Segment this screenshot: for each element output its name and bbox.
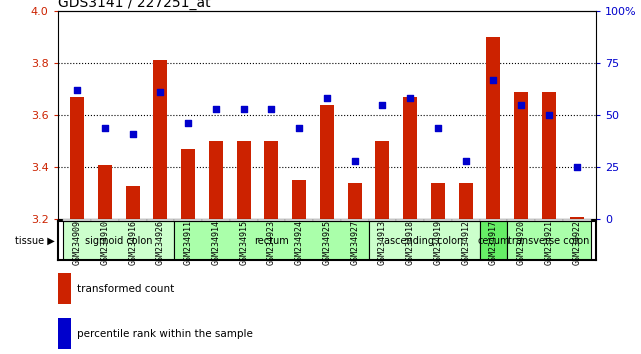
Point <box>516 102 526 107</box>
Point <box>211 106 221 112</box>
Point <box>488 77 499 82</box>
Text: GSM234920: GSM234920 <box>517 219 526 264</box>
Text: GSM234923: GSM234923 <box>267 219 276 264</box>
Point <box>238 106 249 112</box>
Bar <box>147 219 174 221</box>
Point <box>349 158 360 164</box>
Bar <box>403 97 417 219</box>
Bar <box>202 219 229 221</box>
Bar <box>514 92 528 219</box>
Bar <box>313 219 341 221</box>
Text: GSM234924: GSM234924 <box>295 219 304 264</box>
Text: GSM234916: GSM234916 <box>128 219 137 264</box>
Point <box>544 112 554 118</box>
Point <box>100 125 110 130</box>
Bar <box>535 219 563 221</box>
Point <box>433 125 443 130</box>
Bar <box>459 183 472 219</box>
Point <box>183 121 194 126</box>
Bar <box>209 141 223 219</box>
Bar <box>341 219 369 221</box>
Bar <box>452 219 479 221</box>
Text: GSM234926: GSM234926 <box>156 219 165 264</box>
Bar <box>153 60 167 219</box>
Point <box>155 89 165 95</box>
Bar <box>258 219 285 221</box>
Bar <box>63 221 174 260</box>
Bar <box>229 219 258 221</box>
Text: GSM234918: GSM234918 <box>406 219 415 264</box>
Text: GDS3141 / 227251_at: GDS3141 / 227251_at <box>58 0 210 10</box>
Text: tissue ▶: tissue ▶ <box>15 236 54 246</box>
Bar <box>479 219 507 221</box>
Bar <box>487 37 501 219</box>
Bar <box>174 221 369 260</box>
Text: GSM234914: GSM234914 <box>212 219 221 264</box>
Bar <box>58 273 71 304</box>
Bar <box>292 180 306 219</box>
Text: GSM234915: GSM234915 <box>239 219 248 264</box>
Text: GSM234910: GSM234910 <box>101 219 110 264</box>
Text: GSM234921: GSM234921 <box>544 219 553 264</box>
Point <box>460 158 470 164</box>
Bar <box>431 183 445 219</box>
Bar <box>376 141 389 219</box>
Bar <box>507 221 590 260</box>
Point <box>266 106 276 112</box>
Point <box>128 131 138 137</box>
Text: GSM234909: GSM234909 <box>72 219 81 264</box>
Point <box>294 125 304 130</box>
Bar <box>70 97 84 219</box>
Bar <box>63 219 91 221</box>
Bar <box>181 149 195 219</box>
Text: GSM234913: GSM234913 <box>378 219 387 264</box>
Text: GSM234911: GSM234911 <box>183 219 193 264</box>
Text: transformed count: transformed count <box>76 284 174 294</box>
Text: ascending colon: ascending colon <box>385 236 463 246</box>
Bar <box>265 141 278 219</box>
Bar <box>126 185 140 219</box>
Text: GSM234917: GSM234917 <box>489 219 498 264</box>
Text: GSM234919: GSM234919 <box>433 219 442 264</box>
Text: GSM234925: GSM234925 <box>322 219 331 264</box>
Text: cecum: cecum <box>477 236 510 246</box>
Bar <box>396 219 424 221</box>
Text: GSM234927: GSM234927 <box>350 219 359 264</box>
Bar <box>369 219 396 221</box>
Bar <box>369 221 479 260</box>
Bar <box>570 217 584 219</box>
Point <box>405 96 415 101</box>
Bar <box>237 141 251 219</box>
Bar <box>98 165 112 219</box>
Bar <box>285 219 313 221</box>
Bar <box>174 219 202 221</box>
Text: percentile rank within the sample: percentile rank within the sample <box>76 329 253 339</box>
Text: rectum: rectum <box>254 236 289 246</box>
Bar <box>91 219 119 221</box>
Point <box>572 164 582 170</box>
Bar <box>119 219 147 221</box>
Bar <box>479 221 507 260</box>
Bar <box>320 105 334 219</box>
Point <box>322 96 332 101</box>
Bar <box>347 183 362 219</box>
Text: transverse colon: transverse colon <box>508 236 590 246</box>
Text: GSM234922: GSM234922 <box>572 219 581 264</box>
Point <box>378 102 388 107</box>
Bar <box>563 219 590 221</box>
Text: sigmoid colon: sigmoid colon <box>85 236 153 246</box>
Bar <box>542 92 556 219</box>
Text: GSM234912: GSM234912 <box>461 219 470 264</box>
Bar <box>58 318 71 349</box>
Bar <box>424 219 452 221</box>
Point <box>72 87 82 93</box>
Bar <box>507 219 535 221</box>
